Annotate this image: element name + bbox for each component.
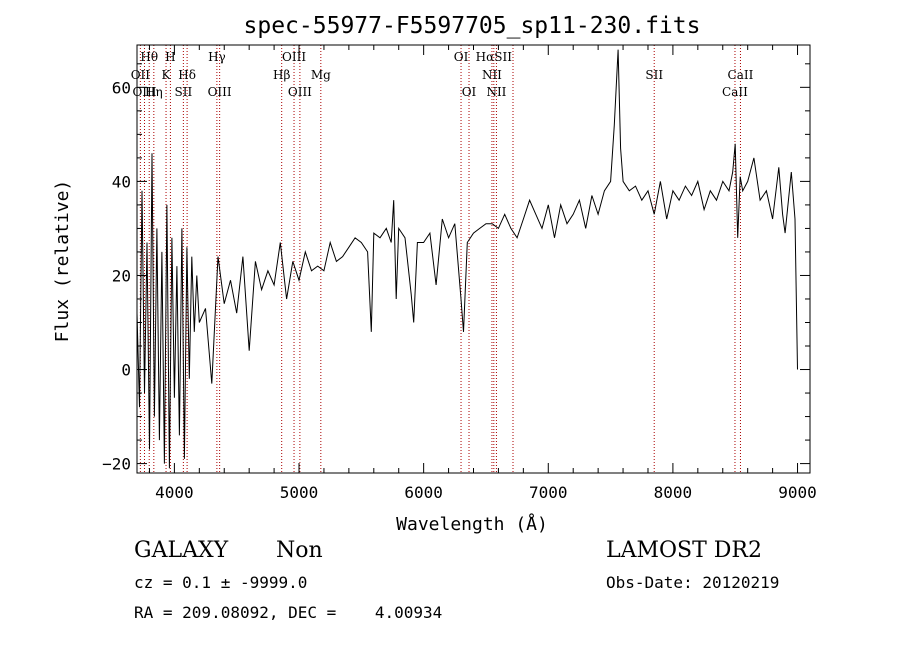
line-label: Hβ	[273, 68, 290, 82]
line-label: SII	[645, 68, 663, 82]
line-label: Hγ	[208, 50, 226, 64]
x-tick-label: 6000	[404, 483, 443, 502]
line-label: Hθ	[140, 50, 158, 64]
spectrum-series	[136, 49, 798, 469]
y-tick-label: 20	[112, 266, 131, 285]
line-label: Hη	[145, 85, 163, 99]
line-label: CaII	[722, 85, 748, 99]
x-axis: 4000 5000 6000 7000 8000 9000	[148, 45, 817, 502]
y-axis-label: Flux (relative)	[52, 180, 73, 343]
line-label: OII	[131, 68, 151, 82]
x-tick-label: 9000	[778, 483, 817, 502]
y-tick-label: 40	[112, 172, 131, 191]
subclass-label: Non	[276, 538, 323, 563]
line-label: H	[165, 50, 175, 64]
x-tick-label: 7000	[529, 483, 568, 502]
line-label: SII	[175, 85, 193, 99]
line-label: OI	[454, 50, 469, 64]
line-label: CaII	[728, 68, 754, 82]
line-label: OIII	[208, 85, 232, 99]
survey-label: LAMOST DR2	[606, 538, 762, 563]
line-label: Mg	[311, 68, 331, 82]
obs-date-readout: Obs-Date: 20120219	[606, 573, 780, 592]
y-axis: −20 0 20 40 60	[102, 63, 810, 474]
line-label: OI	[462, 85, 477, 99]
y-tick-label: 0	[121, 361, 131, 380]
line-label: Hδ	[178, 68, 196, 82]
x-tick-label: 4000	[155, 483, 194, 502]
x-tick-label: 5000	[280, 483, 319, 502]
plot-frame	[136, 44, 811, 474]
line-label: OIII	[282, 50, 306, 64]
y-tick-label: 60	[112, 78, 131, 97]
x-axis-label: Wavelength (Å)	[396, 513, 548, 535]
line-label: OIII	[288, 85, 312, 99]
x-tick-label: 8000	[654, 483, 693, 502]
line-label: NII	[486, 85, 506, 99]
chart-title: spec-55977-F5597705_sp11-230.fits	[244, 13, 701, 39]
line-label: NII	[482, 68, 502, 82]
y-tick-label: −20	[102, 455, 131, 474]
line-labels: Hθ H Hγ OIII OI HαSII OII K Hδ Hβ Mg NII SII CaII OIII…	[131, 50, 754, 99]
line-markers	[139, 45, 741, 473]
cz-readout: cz = 0.1 ± -9999.0	[134, 573, 308, 592]
spectrum-line	[136, 49, 798, 469]
class-label: GALAXY	[134, 538, 229, 563]
radec-readout: RA = 209.08092, DEC = 4.00934	[134, 603, 443, 622]
line-label: HαSII	[476, 50, 513, 64]
line-label: K	[162, 68, 172, 82]
line-label: OIII	[132, 85, 156, 99]
